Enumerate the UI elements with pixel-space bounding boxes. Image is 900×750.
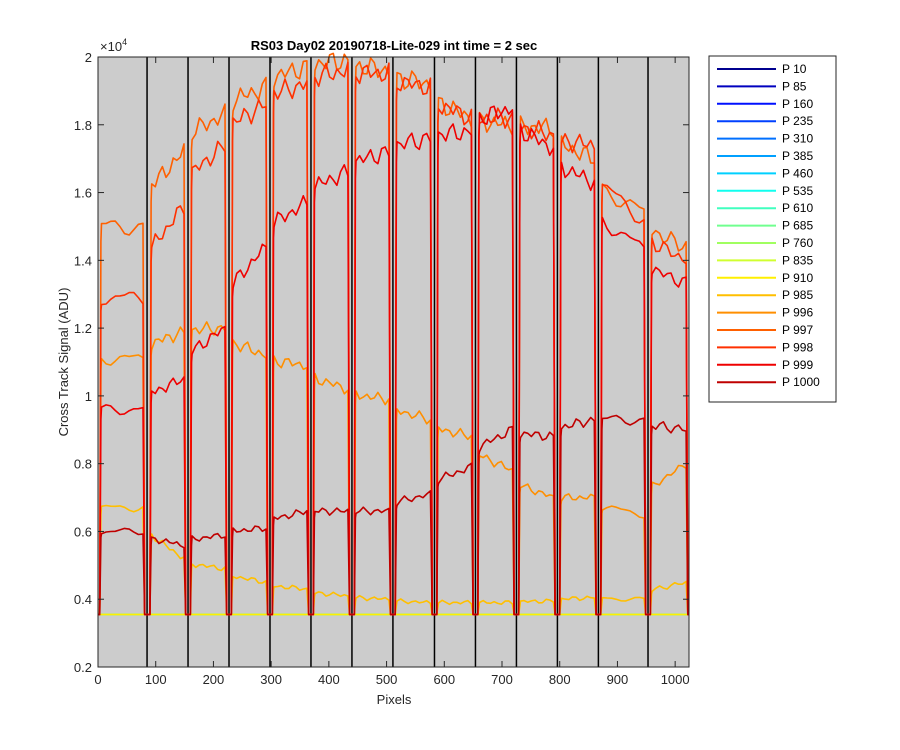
plot-frame — [97, 56, 690, 668]
y-tick-label: 0.4 — [74, 592, 92, 607]
series-lines — [98, 52, 689, 616]
legend-entry: P 985 — [782, 288, 813, 302]
y-tick-label: 0.2 — [74, 660, 92, 675]
x-tick-label: 800 — [549, 672, 571, 687]
x-tick-label: 300 — [260, 672, 282, 687]
legend-entry: P 996 — [782, 306, 813, 320]
x-axis-label: Pixels — [377, 692, 412, 707]
chart-title: RS03 Day02 20190718-Lite-029 int time = … — [251, 38, 538, 53]
legend-entry: P 910 — [782, 271, 813, 285]
legend-entry: P 535 — [782, 184, 813, 198]
legend-entry: P 10 — [782, 62, 807, 76]
legend-entry: P 998 — [782, 340, 813, 354]
y-exponent-label: ×104 — [100, 37, 127, 54]
legend-entry: P 460 — [782, 166, 813, 180]
legend: P 10 P 85 P 160 P 235 P 310 P 385 P 460 P 535 P … — [708, 55, 837, 403]
legend-entry: P 760 — [782, 236, 813, 250]
legend-entry: P 685 — [782, 219, 813, 233]
legend-box — [708, 55, 837, 403]
x-tick-label: 700 — [491, 672, 513, 687]
legend-entry: P 1000 — [782, 375, 820, 389]
y-tick-label: 1.8 — [74, 118, 92, 133]
x-tick-label: 100 — [145, 672, 167, 687]
legend-entry: P 160 — [782, 97, 813, 111]
y-tick-label: 0.6 — [74, 524, 92, 539]
legend-entry: P 610 — [782, 201, 813, 215]
y-tick-label: 0.8 — [74, 457, 92, 472]
x-tick-label: 600 — [433, 672, 455, 687]
legend-entry: P 385 — [782, 149, 813, 163]
y-tick-label: 1.6 — [74, 186, 92, 201]
x-tick-label: 900 — [607, 672, 629, 687]
x-tick-label: 400 — [318, 672, 340, 687]
x-tick-label: 1000 — [661, 672, 690, 687]
y-tick-label: 1.4 — [74, 253, 92, 268]
y-tick-label: 1.2 — [74, 321, 92, 336]
legend-entry: P 310 — [782, 132, 813, 146]
legend-entry: P 235 — [782, 114, 813, 128]
series-line — [98, 414, 689, 616]
legend-entry: P 997 — [782, 323, 813, 337]
segment-separators — [146, 57, 649, 667]
x-axis-ticks: 0 100 200 300 400 500 600 700 800 900 1000 — [94, 57, 690, 687]
y-tick-label: 2 — [85, 50, 92, 65]
legend-entry: P 85 — [782, 79, 807, 93]
x-tick-label: 500 — [376, 672, 398, 687]
legend-entry: P 999 — [782, 358, 813, 372]
x-tick-label: 200 — [203, 672, 225, 687]
y-axis-label: Cross Track Signal (ADU) — [56, 288, 71, 437]
x-tick-label: 0 — [94, 672, 101, 687]
y-axis-ticks: 0.2 0.4 0.6 0.8 1 1.2 1.4 1.6 1.8 2 — [74, 50, 689, 675]
y-tick-label: 1 — [85, 389, 92, 404]
legend-entry: P 835 — [782, 253, 813, 267]
